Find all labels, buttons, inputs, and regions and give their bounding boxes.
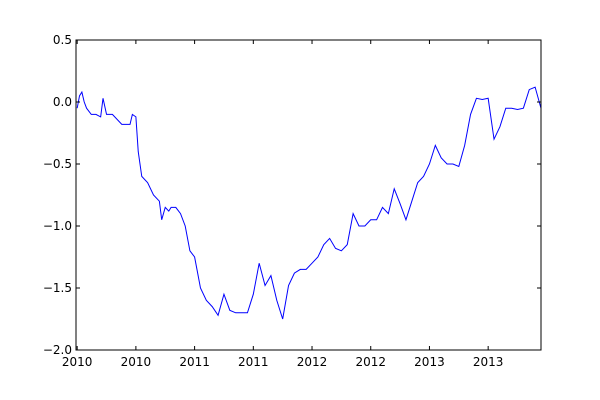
y-tick-label: −1.5: [43, 281, 72, 295]
x-tick-label: 2013: [414, 355, 445, 369]
y-tick-label: −0.5: [43, 157, 72, 171]
x-tick-label: 2013: [473, 355, 504, 369]
y-tick-label: −2.0: [43, 343, 72, 357]
plot-area-frame: [75, 39, 542, 351]
x-tick-label: 2012: [297, 355, 328, 369]
y-tick-label: −1.0: [43, 219, 72, 233]
x-tick-label: 2011: [238, 355, 269, 369]
series-layer: [76, 86, 542, 320]
x-tick-label: 2011: [179, 355, 210, 369]
y-tick-label: 0.5: [53, 33, 72, 47]
x-tick-label: 2012: [355, 355, 386, 369]
series-line: [76, 86, 542, 320]
y-tick-label: 0.0: [53, 95, 72, 109]
x-tick-label: 2010: [121, 355, 152, 369]
x-tick-label: 2010: [62, 355, 93, 369]
